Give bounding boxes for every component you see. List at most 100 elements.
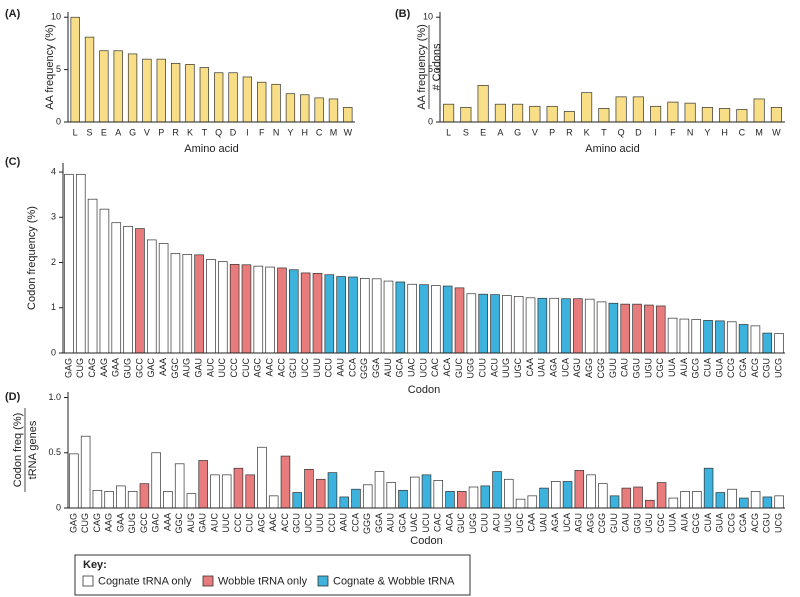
panel-label: (D) [5, 391, 21, 403]
bar [277, 267, 287, 354]
bar [395, 281, 406, 354]
x-tick-label: W [772, 127, 781, 137]
x-tick-label: AAC [268, 513, 278, 532]
bar [217, 261, 228, 354]
x-tick-label: ACG [750, 513, 760, 533]
bar [512, 103, 524, 123]
bar [753, 98, 765, 123]
bar [454, 287, 465, 354]
bar [170, 253, 181, 354]
y-axis-label: AA frequency (%) [416, 24, 428, 110]
x-tick-label: R [566, 127, 573, 137]
bar [185, 64, 195, 123]
x-tick-label: UCC [303, 513, 313, 533]
key-swatch [317, 575, 329, 587]
bar [750, 325, 761, 354]
x-tick-label: CAC [430, 358, 440, 378]
bar [726, 321, 737, 354]
bar [442, 285, 453, 354]
bar [584, 298, 595, 354]
x-tick-label: CGC [656, 513, 666, 534]
bar [398, 489, 408, 509]
bar [581, 92, 593, 123]
x-tick-label: G [129, 127, 136, 137]
bar [206, 259, 216, 354]
bar [182, 254, 193, 354]
bar [214, 72, 224, 123]
x-tick-label: AAU [339, 513, 349, 532]
y-tick-label: 1 [51, 302, 56, 312]
bar [527, 495, 538, 509]
bar [667, 101, 679, 123]
bar [343, 106, 353, 123]
bar [386, 482, 396, 509]
y-tick-label: 0 [56, 116, 61, 126]
x-tick-label: CAU [620, 358, 630, 377]
x-tick-label: W [344, 127, 353, 137]
bar [300, 272, 311, 354]
bar [596, 301, 607, 354]
bar [186, 493, 197, 509]
bar [504, 478, 514, 509]
x-tick-label: CCG [726, 358, 736, 378]
bar [409, 476, 420, 509]
x-tick-label: UUC [221, 513, 231, 533]
bar [513, 296, 524, 354]
x-tick-label: UAU [537, 358, 547, 377]
bar [692, 491, 702, 509]
bar [738, 324, 749, 354]
x-tick-label: D [230, 127, 237, 137]
y-tick-label: 5 [428, 64, 433, 74]
x-tick-label: UCU [418, 358, 428, 378]
bar [608, 302, 619, 354]
x-tick-label: L [73, 127, 78, 137]
x-tick-label: UCA [560, 358, 570, 377]
bar [99, 208, 110, 354]
bar [69, 453, 79, 509]
y-axis-label: Codon frequency (%) [26, 206, 38, 310]
x-tick-label: GCG [691, 513, 701, 534]
x-tick-label: CAA [527, 513, 537, 532]
x-tick-label: A [115, 127, 121, 137]
y-tick-label: 0.5 [48, 447, 61, 457]
y-tick-label: 0 [51, 347, 56, 357]
bar [684, 102, 696, 123]
x-tick-label: ACG [750, 358, 760, 378]
x-tick-label: AAA [162, 513, 172, 531]
x-tick-label: CGA [738, 358, 748, 378]
x-tick-label: UGG [468, 513, 478, 534]
x-tick-label: GAC [151, 513, 161, 533]
x-tick-label: AUC [205, 358, 215, 378]
bar [736, 109, 748, 123]
x-tick-label: AAG [104, 513, 114, 532]
bar [727, 488, 737, 509]
x-tick-label: V [144, 127, 150, 137]
key-swatch [82, 575, 94, 587]
bar [123, 225, 133, 354]
bar [774, 495, 784, 509]
bar [691, 319, 702, 354]
bar [615, 96, 627, 123]
x-tick-label: AAA [158, 358, 168, 376]
x-tick-label: K [584, 127, 590, 137]
bar [703, 320, 713, 354]
bar [407, 283, 417, 354]
bar [433, 480, 444, 509]
x-tick-label: L [446, 127, 451, 137]
bar [257, 81, 267, 123]
y-tick-label: 10 [51, 12, 61, 22]
x-tick-label: GAG [68, 513, 78, 533]
bar [104, 491, 114, 509]
bar [762, 332, 773, 354]
x-tick-label: V [532, 127, 538, 137]
x-tick-label: AGA [550, 513, 560, 532]
bar [265, 266, 275, 354]
bar [348, 276, 358, 354]
bar [383, 280, 394, 354]
bar [163, 491, 173, 509]
x-tick-label: CCC [233, 513, 243, 533]
x-tick-label: CCU [327, 513, 337, 533]
x-tick-label: N [687, 127, 694, 137]
x-tick-label: AAG [99, 358, 109, 377]
x-tick-label: AUU [383, 358, 393, 377]
